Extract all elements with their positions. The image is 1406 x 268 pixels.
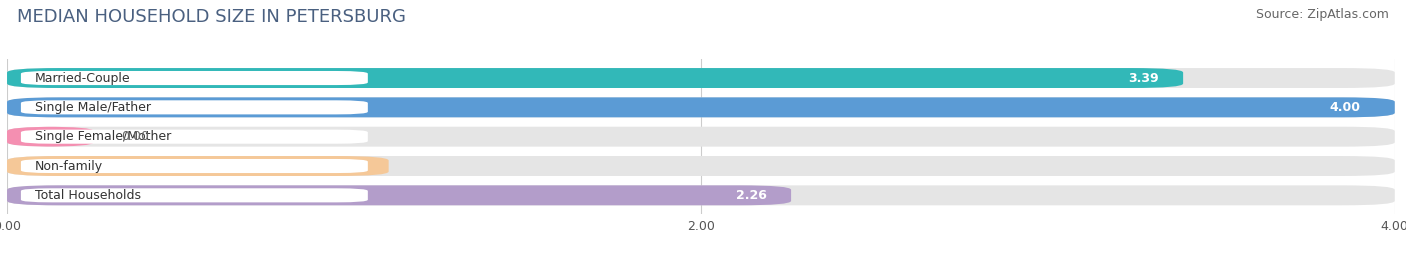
Text: 2.26: 2.26 bbox=[735, 189, 766, 202]
FancyBboxPatch shape bbox=[7, 127, 1395, 147]
Text: Non-family: Non-family bbox=[35, 159, 103, 173]
FancyBboxPatch shape bbox=[21, 71, 368, 85]
Text: Total Households: Total Households bbox=[35, 189, 141, 202]
Text: 3.39: 3.39 bbox=[1128, 72, 1159, 84]
FancyBboxPatch shape bbox=[7, 97, 1395, 117]
Text: 0.00: 0.00 bbox=[121, 130, 149, 143]
Text: 1.10: 1.10 bbox=[333, 159, 364, 173]
FancyBboxPatch shape bbox=[7, 156, 388, 176]
FancyBboxPatch shape bbox=[21, 159, 368, 173]
FancyBboxPatch shape bbox=[21, 130, 368, 144]
FancyBboxPatch shape bbox=[7, 68, 1182, 88]
FancyBboxPatch shape bbox=[7, 97, 1395, 117]
FancyBboxPatch shape bbox=[7, 156, 1395, 176]
FancyBboxPatch shape bbox=[21, 100, 368, 114]
Text: Single Male/Father: Single Male/Father bbox=[35, 101, 150, 114]
FancyBboxPatch shape bbox=[7, 185, 792, 205]
Text: MEDIAN HOUSEHOLD SIZE IN PETERSBURG: MEDIAN HOUSEHOLD SIZE IN PETERSBURG bbox=[17, 8, 406, 26]
Text: Source: ZipAtlas.com: Source: ZipAtlas.com bbox=[1256, 8, 1389, 21]
FancyBboxPatch shape bbox=[7, 68, 1395, 88]
FancyBboxPatch shape bbox=[7, 185, 1395, 205]
Text: 4.00: 4.00 bbox=[1329, 101, 1360, 114]
FancyBboxPatch shape bbox=[7, 127, 94, 147]
Text: Married-Couple: Married-Couple bbox=[35, 72, 131, 84]
Text: Single Female/Mother: Single Female/Mother bbox=[35, 130, 172, 143]
FancyBboxPatch shape bbox=[21, 188, 368, 202]
